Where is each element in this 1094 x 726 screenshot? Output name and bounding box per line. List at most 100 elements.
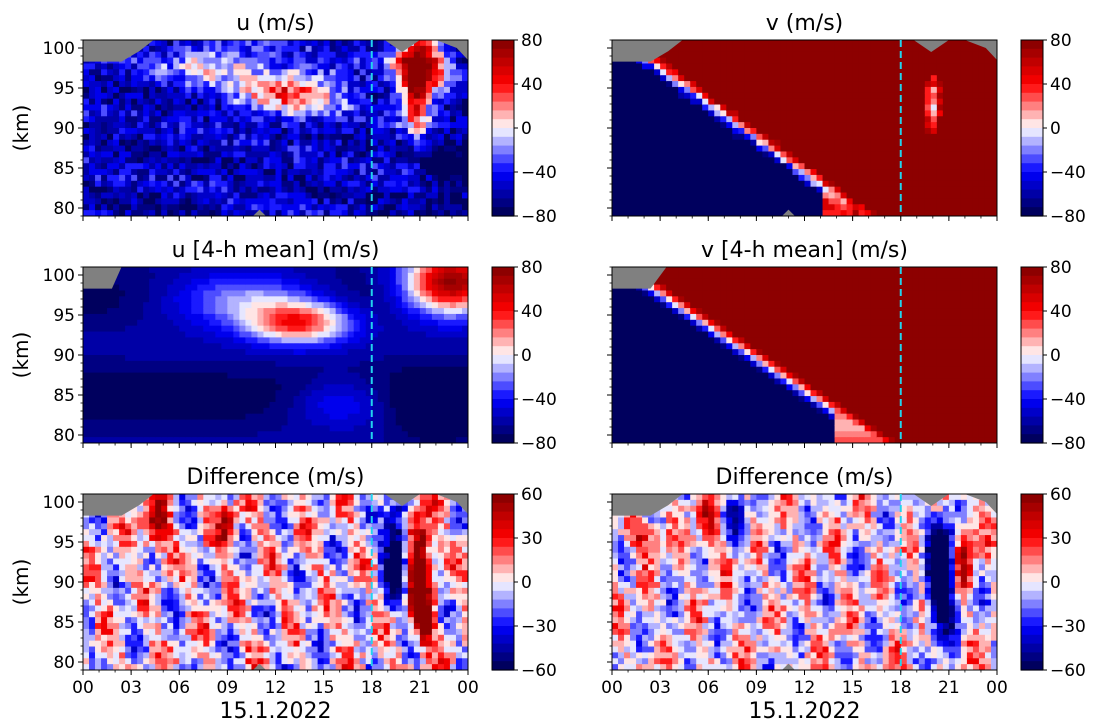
colorbar-tick-label: −80: [521, 434, 557, 454]
x-tick-label: 15: [842, 678, 864, 698]
y-tick-label: 85: [53, 613, 75, 633]
heatmap-u_diff: [83, 494, 468, 670]
x-tick-label: 00: [457, 678, 479, 698]
no-data-region: [435, 494, 468, 514]
x-tick-label: 03: [649, 678, 671, 698]
no-data-region: [913, 494, 949, 506]
y-tick-label: 100: [43, 493, 75, 513]
y-axis-label: (km): [9, 332, 33, 379]
colorbar-tick-label: 30: [1050, 529, 1072, 549]
no-data-region: [782, 663, 795, 670]
colorbar-tick-label: 60: [1050, 485, 1072, 505]
panel-v_diff: Difference (m/s) 00 03 06 09 12 15 18 21 00 60 30 0 −…: [601, 465, 1086, 724]
panel-title: u (m/s): [236, 11, 314, 36]
colorbar-tick-label: −80: [1050, 207, 1086, 227]
colorbar-tick-label: 0: [521, 573, 532, 593]
panel-title: u [4-h mean] (m/s): [172, 238, 380, 263]
colorbar-tick-label: −60: [521, 661, 557, 681]
colorbar-tick-label: 0: [1050, 346, 1061, 366]
colorbar-tick-label: −30: [1050, 617, 1086, 637]
heatmap-u: [83, 40, 468, 216]
colorbar-v_diff: 60 30 0 −30 −60: [1020, 485, 1086, 681]
colorbar-tick-label: 80: [1050, 31, 1072, 51]
panel-u: u (m/s) 80 85 90 95 100 80 40 0 −40 −80 (km): [9, 11, 557, 227]
y-tick-label: 90: [53, 573, 75, 593]
heatmap-v_diff: [612, 494, 997, 670]
x-tick-label: 00: [601, 678, 623, 698]
colorbar-v: 80 40 0 −40 −80: [1020, 31, 1086, 227]
colorbar-tick-label: 30: [521, 529, 543, 549]
no-data-region: [612, 40, 683, 62]
x-tick-label: 12: [794, 678, 816, 698]
y-tick-label: 90: [53, 346, 75, 366]
x-tick-label: 00: [986, 678, 1008, 698]
colorbar-tick-label: 0: [521, 346, 532, 366]
colorbar-tick-label: −80: [1050, 434, 1086, 454]
colorbar-tick-label: −60: [1050, 661, 1086, 681]
heatmap-v_mean: [612, 267, 997, 443]
x-tick-label: 06: [168, 678, 190, 698]
colorbar-tick-label: 80: [1050, 258, 1072, 278]
no-data-region: [253, 209, 266, 216]
colorbar-u: 80 40 0 −40 −80: [491, 31, 557, 227]
x-tick-label: 09: [217, 678, 239, 698]
panel-title: v (m/s): [766, 11, 843, 36]
y-tick-label: 95: [53, 533, 75, 553]
panel-title: Difference (m/s): [716, 465, 894, 490]
colorbar-tick-label: 40: [1050, 75, 1072, 95]
colorbar-tick-label: −80: [521, 207, 557, 227]
x-tick-label: 00: [72, 678, 94, 698]
no-data-region: [435, 40, 468, 60]
colorbar-tick-label: −40: [521, 390, 557, 410]
x-tick-label: 06: [697, 678, 719, 698]
colorbar-tick-label: 60: [521, 485, 543, 505]
x-tick-label: 21: [938, 678, 960, 698]
colorbar-v_mean: 80 40 0 −40 −80: [1020, 258, 1086, 454]
x-axis-label: 15.1.2022: [220, 699, 332, 724]
colorbar-tick-label: 0: [1050, 573, 1061, 593]
y-tick-label: 100: [43, 266, 75, 286]
panel-u_mean: u [4-h mean] (m/s) 80 85 90 95 100 80 40 0 −40 −80…: [9, 238, 557, 454]
colorbar-tick-label: −30: [521, 617, 557, 637]
y-tick-label: 95: [53, 79, 75, 99]
x-tick-label: 18: [890, 678, 912, 698]
y-tick-label: 85: [53, 159, 75, 179]
y-tick-label: 90: [53, 119, 75, 139]
no-data-region: [83, 267, 122, 289]
colorbar-tick-label: 0: [1050, 119, 1061, 139]
colorbar-tick-label: 40: [521, 302, 543, 322]
no-data-region: [612, 494, 683, 516]
no-data-region: [964, 494, 997, 514]
y-tick-label: 80: [53, 653, 75, 673]
colorbar-tick-label: 0: [521, 119, 532, 139]
no-data-region: [964, 40, 997, 60]
x-axis-label: 15.1.2022: [749, 699, 861, 724]
y-tick-label: 80: [53, 199, 75, 219]
y-tick-label: 85: [53, 386, 75, 406]
no-data-region: [782, 209, 795, 216]
x-tick-label: 18: [361, 678, 383, 698]
colorbar-tick-label: −40: [521, 163, 557, 183]
y-tick-label: 80: [53, 426, 75, 446]
y-tick-label: 100: [43, 39, 75, 59]
colorbar-tick-label: 80: [521, 31, 543, 51]
no-data-region: [83, 494, 154, 516]
no-data-region: [612, 267, 667, 289]
panel-title: v [4-h mean] (m/s): [701, 238, 908, 263]
panel-v: v (m/s) 80 40 0 −40 −80: [607, 11, 1086, 227]
no-data-region: [253, 663, 266, 670]
y-tick-label: 95: [53, 306, 75, 326]
heatmap-v: [612, 40, 997, 216]
heatmap-u_mean: [83, 267, 468, 443]
x-tick-label: 03: [120, 678, 142, 698]
colorbar-tick-label: 40: [1050, 302, 1072, 322]
x-tick-label: 12: [265, 678, 287, 698]
colorbar-tick-label: 80: [521, 258, 543, 278]
panel-title: Difference (m/s): [187, 465, 365, 490]
x-tick-label: 21: [409, 678, 431, 698]
y-axis-label: (km): [9, 105, 33, 152]
colorbar-tick-label: 40: [521, 75, 543, 95]
no-data-region: [384, 494, 420, 506]
